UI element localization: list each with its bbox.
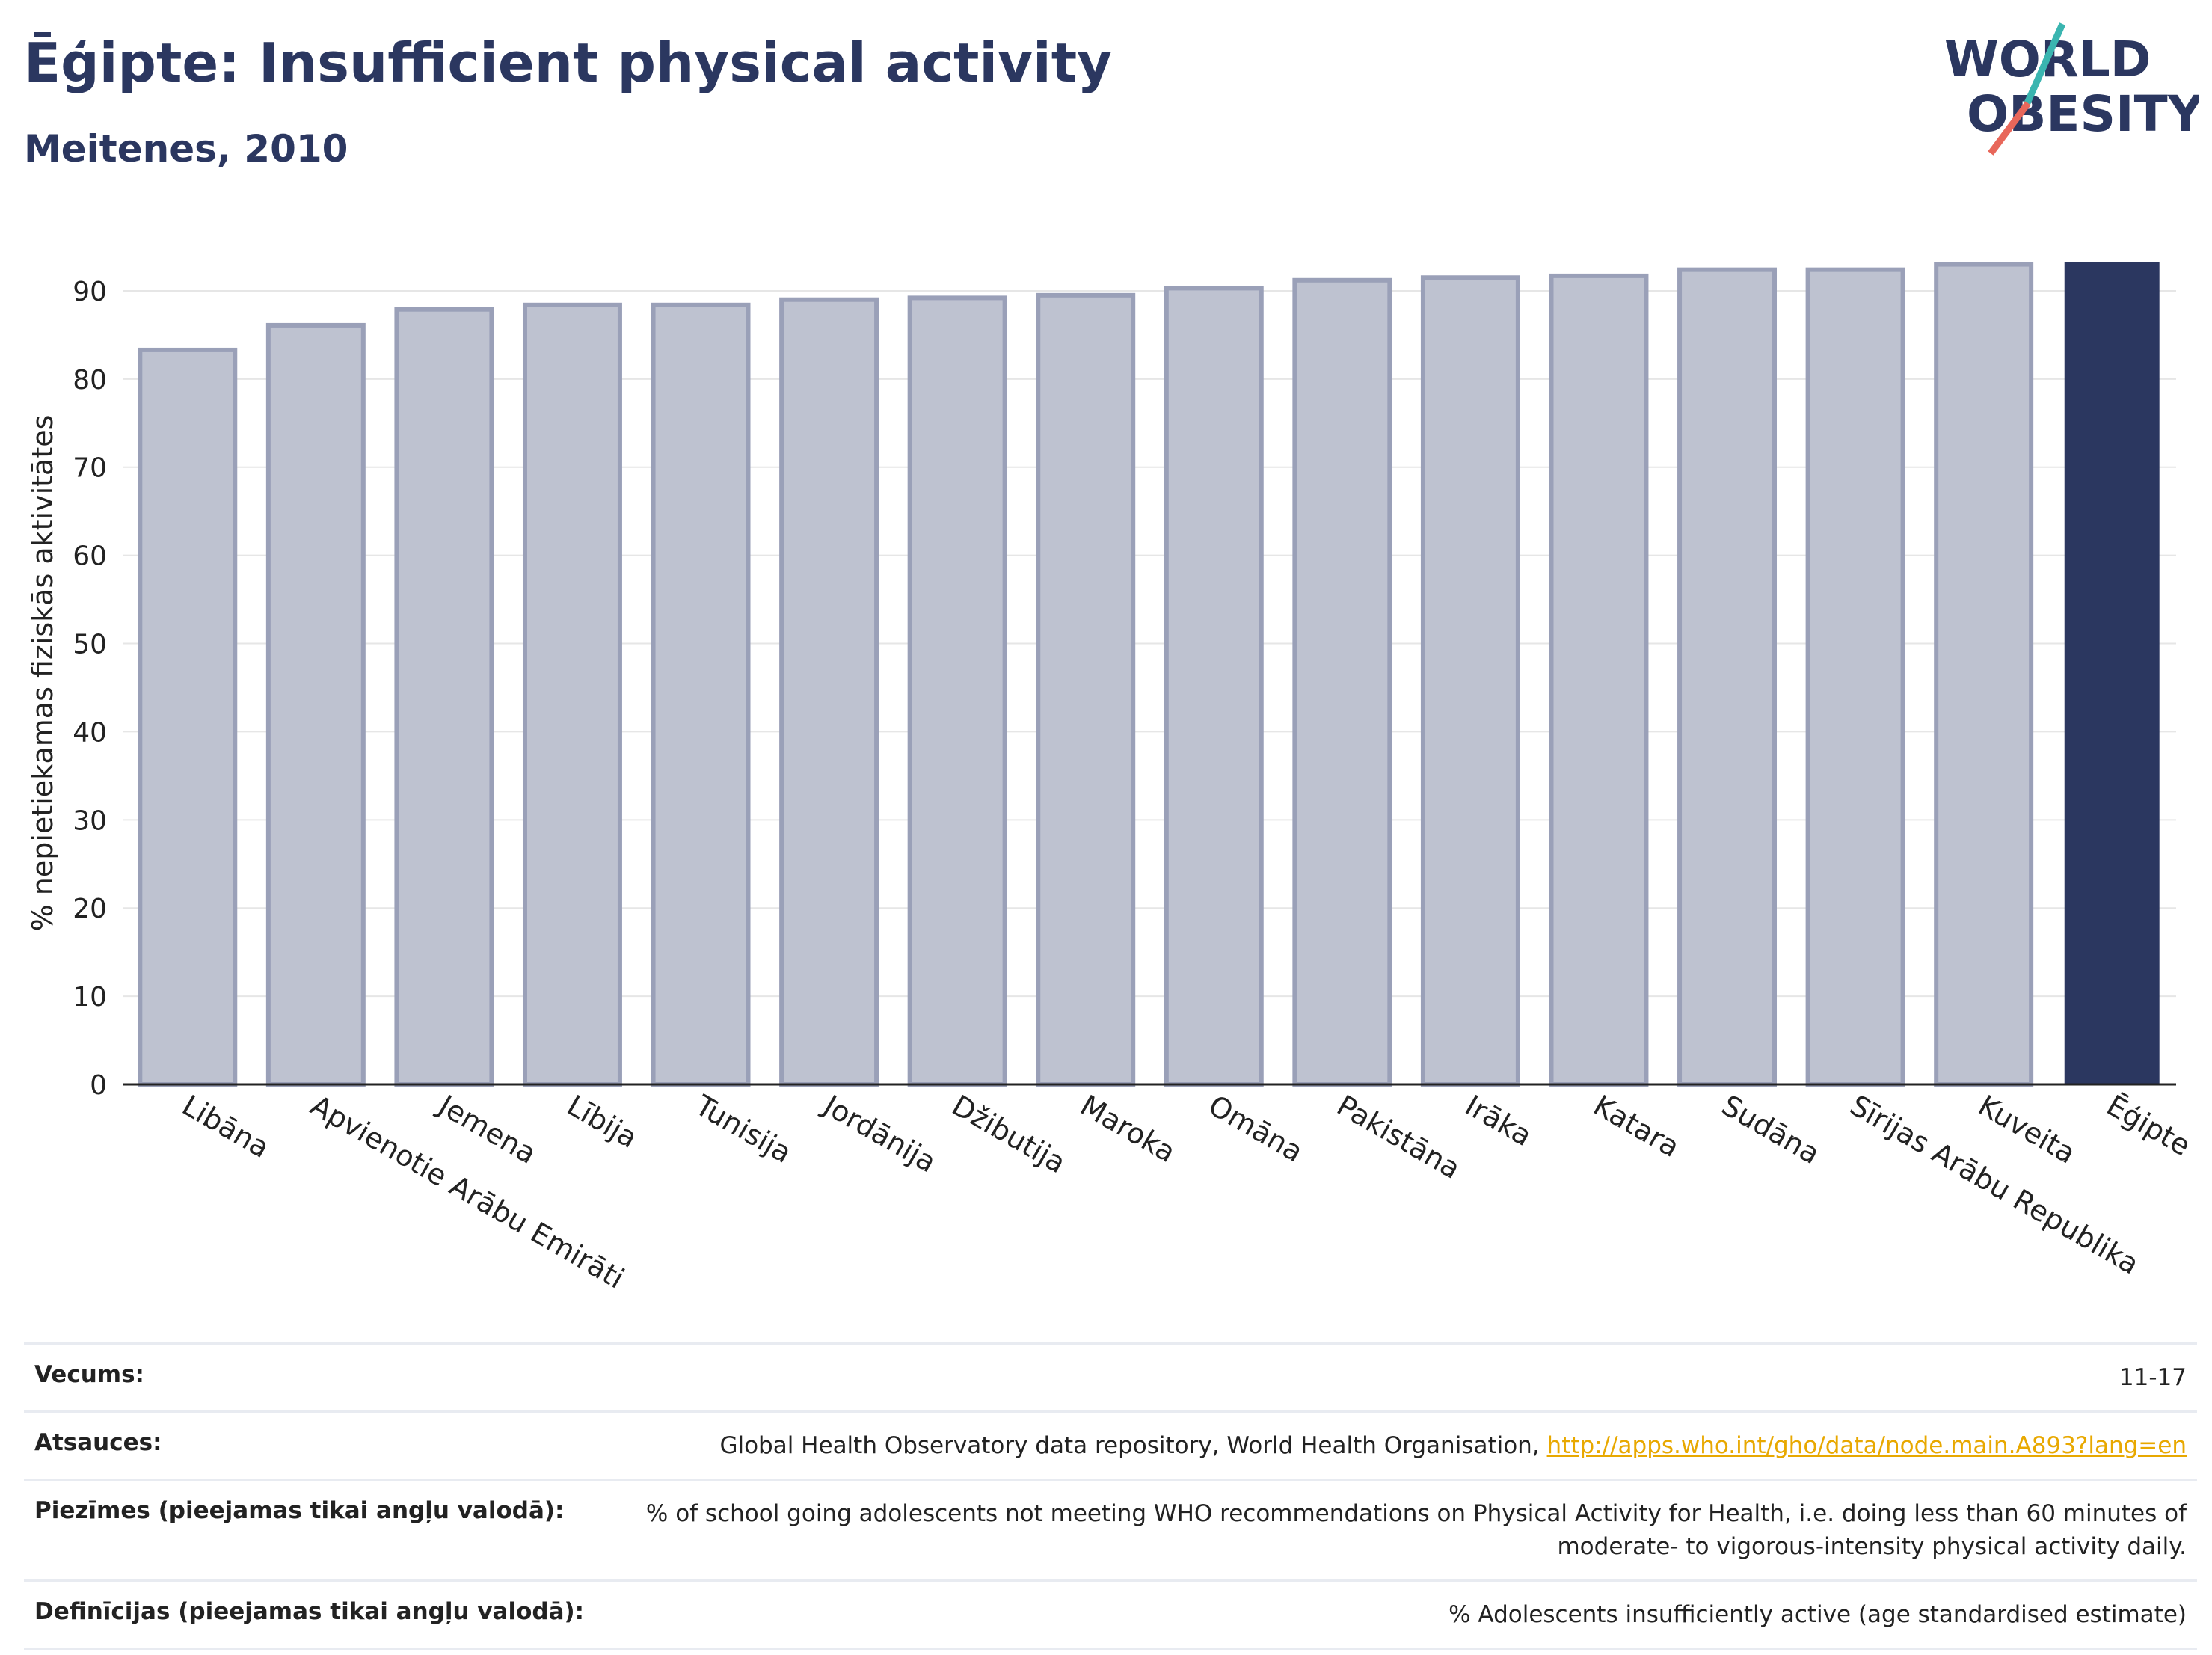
y-axis-label: % nepietiekamas fiziskās aktivitātes xyxy=(26,415,59,932)
meta-row-sources: Atsauces: Global Health Observatory data… xyxy=(24,1410,2197,1479)
meta-value-sources: Global Health Observatory data repositor… xyxy=(719,1429,2187,1462)
meta-row-age: Vecums: 11-17 xyxy=(24,1342,2197,1410)
world-obesity-logo: WORLD OBESITY xyxy=(1944,22,2199,156)
bar-8 xyxy=(1164,286,1264,1087)
meta-value-age: 11-17 xyxy=(2119,1364,2187,1391)
y-tick-label: 20 xyxy=(73,894,107,924)
x-tick-label: Tunisija xyxy=(689,1088,797,1170)
source-link[interactable]: http://apps.who.int/gho/data/node.main.A… xyxy=(1546,1432,2187,1459)
bar-7 xyxy=(1036,292,1136,1087)
meta-value-definitions: % Adolescents insufficiently active (age… xyxy=(1448,1601,2187,1628)
y-tick-label: 0 xyxy=(90,1070,107,1101)
x-tick-label: Kuveita xyxy=(1973,1089,2081,1170)
logo-slash-bottom xyxy=(1988,101,2031,156)
bar-1 xyxy=(265,322,366,1087)
bar-9 xyxy=(1292,277,1392,1087)
y-tick-label: 40 xyxy=(73,717,107,748)
y-tick-label: 50 xyxy=(73,630,107,660)
chart-title: Ēģipte: Insufficient physical activity xyxy=(24,31,1113,94)
bar-6 xyxy=(907,295,1007,1087)
meta-label-sources: Atsauces: xyxy=(34,1429,162,1456)
x-tick-label: Jordānija xyxy=(817,1088,941,1179)
x-tick-label: Pakistāna xyxy=(1331,1089,1466,1185)
meta-label-definitions: Definīcijas (pieejamas tikai angļu valod… xyxy=(34,1598,585,1625)
bar-4 xyxy=(651,302,751,1087)
source-text: Global Health Observatory data repositor… xyxy=(719,1432,1547,1459)
meta-row-notes: Piezīmes (pieejamas tikai angļu valodā):… xyxy=(24,1479,2197,1579)
bars xyxy=(138,262,2160,1087)
y-tick-label: 80 xyxy=(73,365,107,396)
y-tick-label: 60 xyxy=(73,541,107,572)
x-tick-label: Maroka xyxy=(1075,1089,1181,1169)
y-tick-label: 70 xyxy=(73,453,107,484)
bar-12 xyxy=(1677,267,1778,1087)
meta-value-notes: % of school going adolescents not meetin… xyxy=(645,1500,2187,1560)
bar-15 xyxy=(2064,262,2160,1084)
logo-slash-top xyxy=(2023,22,2066,106)
y-tick-label: 30 xyxy=(73,805,107,836)
meta-row-definitions: Definīcijas (pieejamas tikai angļu valod… xyxy=(24,1579,2197,1650)
meta-label-notes: Piezīmes (pieejamas tikai angļu valodā): xyxy=(34,1497,565,1524)
bar-3 xyxy=(522,302,622,1087)
bar-0 xyxy=(138,347,238,1087)
bar-2 xyxy=(394,307,494,1087)
y-tick-label: 10 xyxy=(73,982,107,1013)
bar-10 xyxy=(1420,275,1520,1087)
metadata-table: Vecums: 11-17 Atsauces: Global Health Ob… xyxy=(24,1342,2197,1650)
meta-label-age: Vecums: xyxy=(34,1361,144,1388)
y-tick-label: 90 xyxy=(73,277,107,307)
x-tick-label: Džibutija xyxy=(947,1089,1072,1180)
chart-subtitle: Meitenes, 2010 xyxy=(24,127,348,171)
x-tick-label: Libāna xyxy=(176,1089,275,1164)
bar-13 xyxy=(1805,267,1905,1087)
y-tick-labels: 0 10 20 30 40 50 60 70 80 90 xyxy=(73,277,107,1101)
bar-14 xyxy=(1934,262,2034,1087)
x-tick-label: Katara xyxy=(1588,1089,1685,1164)
x-tick-label: Sudāna xyxy=(1716,1089,1825,1171)
x-tick-label: Lībija xyxy=(562,1089,643,1155)
x-tick-label: Omāna xyxy=(1203,1089,1309,1169)
x-tick-label: Ēģipte xyxy=(2101,1089,2196,1163)
bar-5 xyxy=(779,297,879,1087)
x-tick-label: Jemena xyxy=(432,1088,542,1170)
x-tick-label: Irāka xyxy=(1460,1089,1537,1152)
bar-11 xyxy=(1549,273,1649,1087)
bar-chart: 0 10 20 30 40 50 60 70 80 90 Libāna Apvienotie Arā… xyxy=(26,262,2196,1295)
